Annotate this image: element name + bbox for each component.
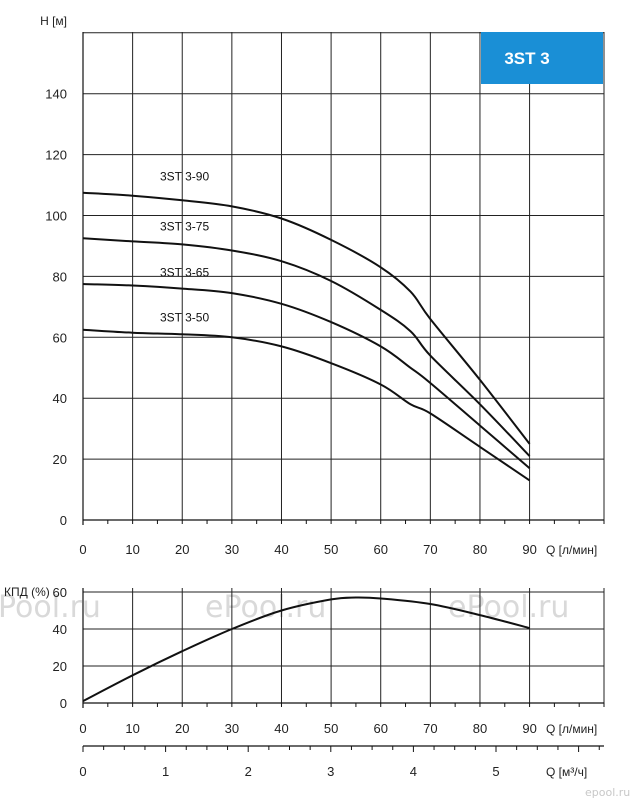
- x-tick-label: 90: [522, 542, 536, 557]
- y-tick-label: 20: [53, 659, 67, 674]
- y-axis-title: H [м]: [40, 14, 67, 28]
- x-tick-label: 90: [522, 721, 536, 736]
- watermark-text: Pool.ru: [0, 590, 101, 625]
- x-tick-label: 60: [373, 721, 387, 736]
- x-tick-label: 50: [324, 721, 338, 736]
- watermark-text: ePool.ru: [205, 590, 326, 625]
- x-tick-label: 0: [79, 721, 86, 736]
- x-tick-label: 80: [473, 721, 487, 736]
- head-curve-3st-3-90: [82, 191, 531, 445]
- series-label: 3ST 3-50: [160, 310, 209, 324]
- x-tick-label: 10: [125, 542, 139, 557]
- x-tick-label: 80: [473, 542, 487, 557]
- x-tick-label: 40: [274, 721, 288, 736]
- y-tick-label: 80: [53, 269, 67, 284]
- y-tick-label: 0: [60, 696, 67, 711]
- secondary-x-tick-label: 4: [410, 764, 417, 779]
- x-axis-title: Q [л/мин]: [546, 543, 597, 557]
- secondary-x-tick-label: 3: [327, 764, 334, 779]
- head-curve-3st-3-65: [82, 283, 531, 469]
- series-label: 3ST 3-65: [160, 266, 209, 280]
- corner-watermark: epool.ru: [585, 786, 630, 799]
- watermark-layer: Pool.ru ePool.ru ePool.ru: [0, 590, 569, 625]
- x-tick-label: 40: [274, 542, 288, 557]
- y-axis-title: КПД (%): [4, 585, 50, 599]
- y-tick-label: 20: [53, 452, 67, 467]
- y-tick-label: 140: [45, 87, 67, 102]
- model-badge-label: 3ST 3: [504, 49, 549, 68]
- secondary-x-tick-label: 2: [245, 764, 252, 779]
- head-curve-chart: 0 10 20 30 40 50 60 70 80 90 0 20 40 60 80 100 120 140 H […: [40, 14, 605, 557]
- y-tick-label: 100: [45, 209, 67, 224]
- y-tick-label: 60: [53, 585, 67, 600]
- secondary-x-tick-label: 1: [162, 764, 169, 779]
- y-tick-label: 0: [60, 513, 67, 528]
- y-tick-label: 60: [53, 330, 67, 345]
- series-label: 3ST 3-75: [160, 219, 209, 233]
- x-tick-label: 50: [324, 542, 338, 557]
- x-tick-label: 30: [225, 542, 239, 557]
- model-badge-bg: [481, 32, 603, 84]
- x-tick-label: 70: [423, 721, 437, 736]
- y-tick-label: 40: [53, 391, 67, 406]
- head-curve-3st-3-75: [82, 237, 531, 457]
- x-tick-label: 60: [373, 542, 387, 557]
- x-tick-label: 20: [175, 721, 189, 736]
- x-tick-label: 10: [125, 721, 139, 736]
- model-badge: 3ST 3: [481, 32, 603, 84]
- secondary-x-tick-label: 0: [79, 764, 86, 779]
- y-tick-label: 120: [45, 148, 67, 163]
- watermark-text: ePool.ru: [448, 590, 569, 625]
- secondary-x-axis-title: Q [м³/ч]: [546, 765, 587, 779]
- series-label: 3ST 3-90: [160, 169, 209, 183]
- x-tick-label: 20: [175, 542, 189, 557]
- x-tick-label: 30: [225, 721, 239, 736]
- x-tick-label: 70: [423, 542, 437, 557]
- secondary-x-tick-label: 5: [492, 764, 499, 779]
- x-tick-label: 0: [79, 542, 86, 557]
- y-tick-label: 40: [53, 622, 67, 637]
- efficiency-curve: [82, 596, 530, 702]
- head-curve-3st-3-50: [82, 328, 531, 482]
- x-axis-title: Q [л/мин]: [546, 722, 597, 736]
